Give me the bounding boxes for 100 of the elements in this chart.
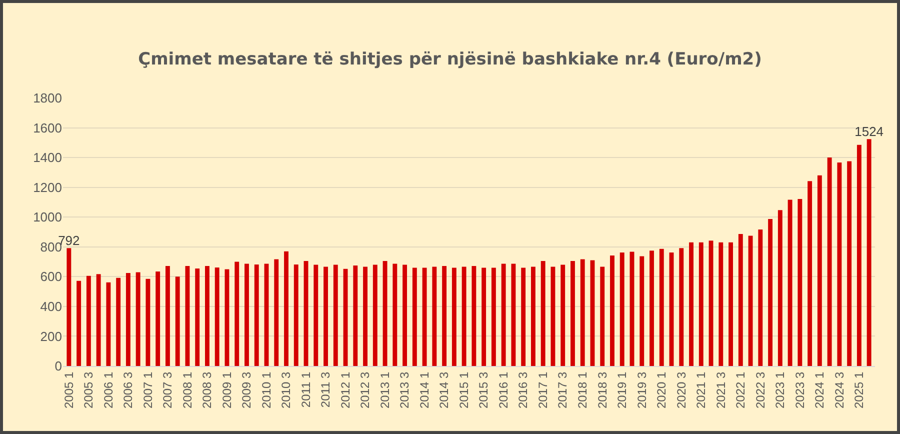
bar [698, 242, 704, 366]
bar [412, 268, 417, 366]
bar [116, 278, 121, 366]
x-tick-label: 2009 1 [220, 371, 234, 409]
x-tick-label: 2022 3 [753, 371, 768, 409]
bar [501, 264, 506, 366]
x-tick-label: 2021 1 [694, 371, 708, 409]
bar [402, 264, 408, 366]
x-tick-label: 2007 3 [160, 371, 175, 409]
x-tick-label: 2022 1 [734, 371, 748, 409]
x-tick-label: 2010 3 [279, 371, 294, 409]
bar [294, 264, 298, 366]
bar [195, 268, 200, 366]
bar [718, 242, 724, 366]
bar [600, 266, 605, 366]
bar [146, 278, 150, 366]
bar [452, 268, 456, 366]
bar [96, 274, 101, 366]
x-tick-label: 2011 3 [318, 371, 333, 408]
bar [66, 248, 72, 366]
y-tick-label: 400 [40, 298, 62, 314]
bar [580, 259, 585, 366]
y-tick-label: 0 [54, 358, 62, 374]
y-tick-label: 600 [40, 269, 62, 284]
x-tick-label: 2018 1 [576, 371, 590, 409]
x-tick-label: 2024 1 [812, 371, 827, 409]
bar [304, 261, 308, 366]
x-tick-label: 2005 1 [62, 371, 76, 409]
bar [550, 266, 556, 366]
x-tick-label: 2018 3 [595, 371, 610, 409]
bar [610, 256, 614, 366]
x-tick-label: 2006 3 [121, 371, 136, 409]
bar [185, 266, 190, 366]
bar [205, 266, 210, 366]
x-tick-label: 2019 3 [634, 371, 649, 409]
bar [264, 264, 269, 366]
x-tick-label: 2025 1 [852, 371, 866, 409]
bar [422, 268, 427, 366]
x-tick-label: 2010 1 [259, 371, 274, 409]
y-tick-label: 200 [40, 328, 62, 344]
x-tick-label: 2006 1 [101, 371, 116, 409]
bar [620, 252, 624, 366]
bar [126, 272, 130, 366]
bar [689, 242, 694, 366]
y-tick-label: 1600 [33, 120, 62, 136]
x-tick-label: 2023 1 [773, 371, 788, 409]
bar [284, 251, 288, 366]
bar [472, 266, 476, 366]
bar [866, 139, 872, 366]
bar [234, 262, 240, 366]
x-tick-label: 2016 3 [516, 371, 530, 409]
bar [669, 252, 674, 366]
x-tick-label: 2020 1 [654, 371, 669, 409]
x-tick-label: 2014 1 [417, 371, 432, 409]
bar [333, 264, 338, 366]
bar [847, 161, 852, 366]
bar [106, 282, 111, 366]
bar [432, 266, 437, 366]
x-tick-label: 2011 1 [298, 371, 313, 408]
bar [728, 242, 733, 366]
bar [640, 256, 644, 366]
x-tick-label: 2012 1 [338, 371, 352, 409]
bar [817, 175, 822, 366]
bar [856, 144, 862, 366]
bar [382, 261, 388, 366]
x-tick-label: 2024 3 [832, 371, 846, 409]
x-tick-label: 2014 3 [437, 371, 452, 409]
x-tick-label: 2007 1 [140, 371, 155, 409]
bar [491, 268, 496, 366]
bar [659, 248, 664, 366]
x-tick-label: 2021 3 [714, 371, 728, 409]
data-label: 1524 [854, 124, 884, 140]
bar [442, 266, 447, 366]
x-tick-label: 2020 3 [674, 371, 688, 409]
bar [175, 276, 180, 366]
x-tick-label: 2013 1 [378, 371, 392, 409]
bar [274, 259, 279, 366]
x-tick-label: 2015 3 [476, 371, 491, 409]
bar [738, 234, 743, 366]
bar [540, 261, 546, 366]
bar [590, 260, 595, 366]
bar [224, 269, 230, 366]
bar [827, 158, 832, 366]
y-tick-label: 1800 [33, 90, 62, 106]
bar [679, 248, 684, 366]
bar [560, 264, 566, 366]
y-tick-label: 1400 [33, 150, 62, 166]
bar [353, 266, 358, 366]
bar [482, 268, 486, 366]
x-tick-label: 2009 3 [240, 371, 254, 409]
bar [86, 276, 91, 366]
x-tick-label: 2023 3 [792, 371, 807, 409]
bar [798, 198, 802, 366]
bar [748, 236, 753, 366]
bar [808, 181, 812, 366]
bar [462, 266, 466, 366]
y-tick-label: 1200 [33, 180, 62, 195]
bar [136, 272, 140, 366]
bar [511, 264, 516, 366]
x-tick-label: 2017 1 [536, 371, 550, 409]
